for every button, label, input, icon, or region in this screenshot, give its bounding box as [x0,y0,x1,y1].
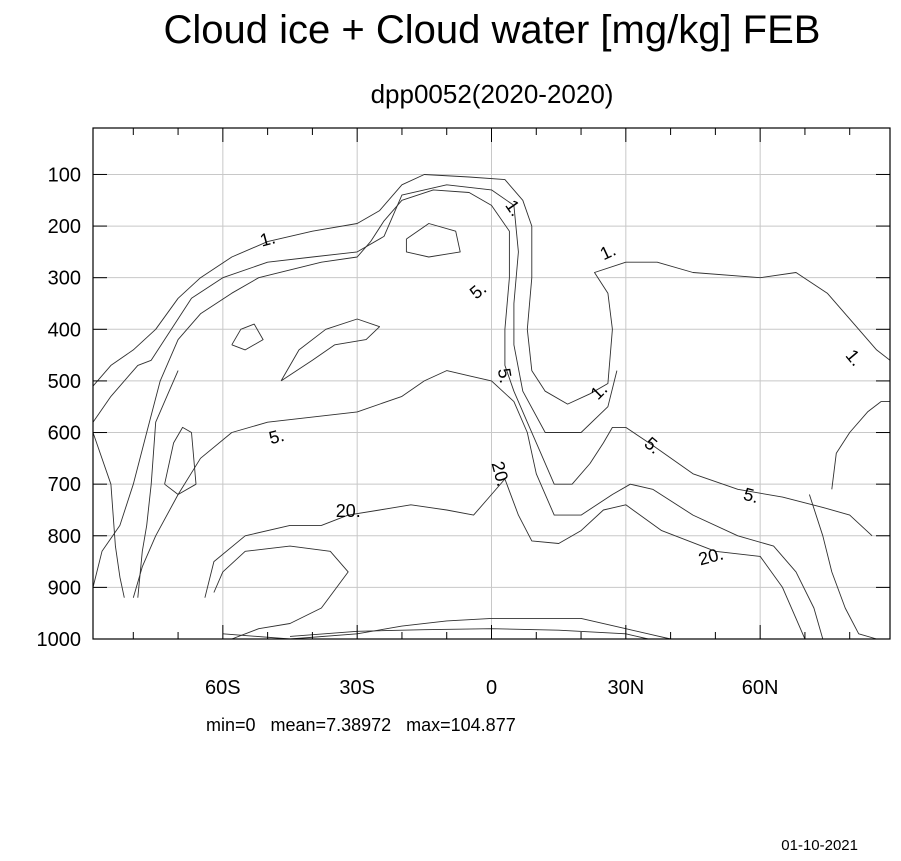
contour-line-level-5 [92,189,873,588]
contour-line-level-1 [831,401,890,490]
contour-label: 5. [466,278,490,303]
contour-line-level-1 [808,494,877,640]
x-axis-tick-labels: 60S 30S 0 30N 60N [205,677,778,699]
y-tick-label: 700 [48,474,81,496]
contour-label: 5. [267,425,287,448]
contour-label: 1. [258,227,278,250]
y-tick-label: 200 [48,216,81,238]
y-tick-label: 300 [48,268,81,290]
statistics-text: min=0 mean=7.38972 max=104.877 [206,715,516,735]
contour-line-level-20 [213,545,349,640]
x-tick-label: 0 [486,677,497,699]
y-tick-label: 1000 [37,629,82,651]
contour-label: 20. [336,501,361,521]
y-axis-tick-labels: 100 200 300 400 500 600 700 800 900 1000 [37,164,82,651]
y-tick-label: 500 [48,371,81,393]
contour-label: 1. [842,346,867,370]
contour-line-level-20 [289,628,649,640]
contour-label: 1. [597,240,619,264]
x-tick-label: 60S [205,677,241,699]
contour-label: 5. [741,484,761,507]
contour-label: 5. [494,367,516,385]
y-tick-label: 100 [48,164,81,186]
contour-line-level-1 [280,318,381,382]
y-tick-label: 400 [48,319,81,341]
y-tick-label: 900 [48,577,81,599]
chart-subtitle: dpp0052(2020-2020) [371,79,614,109]
contour-line-level-1 [92,432,125,598]
x-tick-label: 60N [742,677,779,699]
contour-label: 20. [696,544,725,570]
contour-line-level-1 [92,174,891,405]
x-tick-label: 30N [607,677,644,699]
x-tick-label: 30S [339,677,375,699]
y-tick-label: 800 [48,526,81,548]
contour-line-level-1 [137,370,179,598]
axis-ticks [93,128,890,640]
contour-line-level-1 [231,323,264,351]
date-stamp: 01-10-2021 [781,837,858,854]
grid-lines [93,128,890,640]
contour-line-level-20 [222,617,671,640]
chart-title: Cloud ice + Cloud water [mg/kg] FEB [164,8,821,52]
contour-line-level-5 [132,370,824,640]
contour-line-level-1 [92,184,618,433]
y-tick-label: 600 [48,423,81,445]
contour-line-level-20 [204,478,806,640]
contour-label: 5. [641,433,665,458]
contour-labels: 1.1.1.1.1.5.5.5. 5.5.20.20.20. [258,196,867,569]
contour-line-level-5 [405,223,461,258]
